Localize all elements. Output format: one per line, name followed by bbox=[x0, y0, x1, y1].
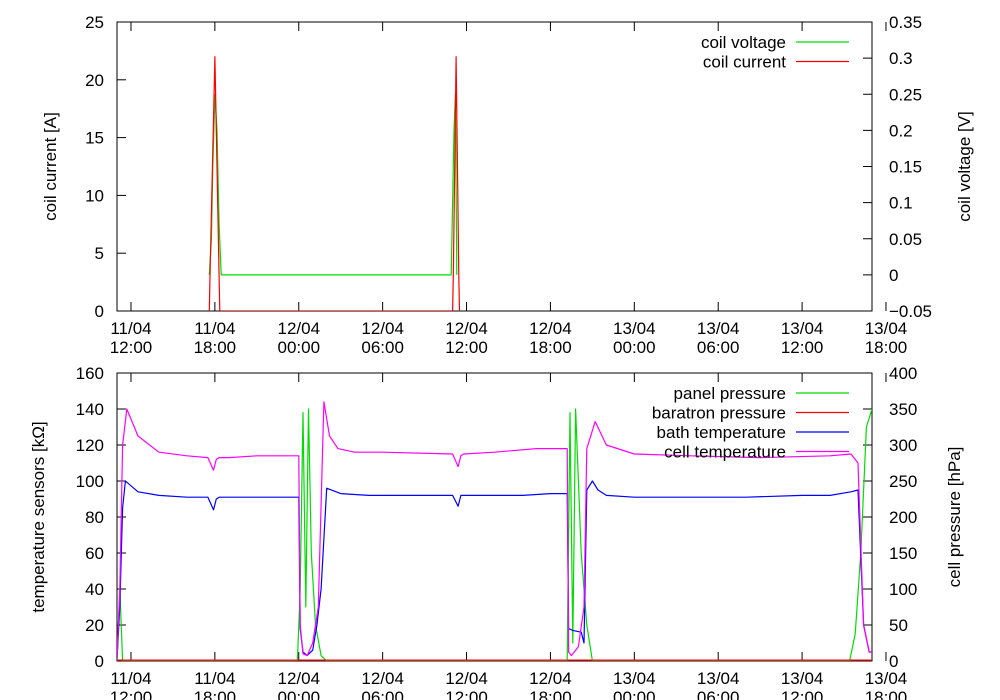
y-tick-label: 10 bbox=[85, 186, 104, 205]
y-axis-label: coil current [A] bbox=[41, 112, 60, 221]
series-line-bath-temperature bbox=[117, 480, 872, 660]
y2-tick-label: 400 bbox=[889, 364, 917, 383]
y-tick-label: 80 bbox=[85, 508, 104, 527]
y-tick-label: 20 bbox=[85, 616, 104, 635]
sensor-chart: 11/0412:0011/0418:0012/0400:0012/0406:00… bbox=[29, 364, 964, 700]
y2-tick-label: 0.15 bbox=[889, 158, 922, 177]
x-tick-label-time: 06:00 bbox=[697, 688, 740, 700]
y-tick-label: 140 bbox=[76, 400, 104, 419]
legend-label-bath-temperature: bath temperature bbox=[657, 423, 786, 442]
x-tick-label: 13/04 bbox=[865, 669, 908, 688]
legend-label-coil-voltage: coil voltage bbox=[701, 33, 786, 52]
x-tick-label: 13/04 bbox=[781, 669, 824, 688]
series-line-cell-temperature bbox=[117, 401, 872, 660]
y2-tick-label: 350 bbox=[889, 400, 917, 419]
x-tick-label: 13/04 bbox=[697, 319, 740, 338]
y2-tick-label: 0.35 bbox=[889, 13, 922, 32]
x-tick-label: 12/04 bbox=[445, 669, 488, 688]
x-tick-label-time: 00:00 bbox=[613, 338, 656, 357]
coil-chart: 11/0412:0011/0418:0012/0400:0012/0406:00… bbox=[41, 13, 974, 357]
y-tick-label: 20 bbox=[85, 71, 104, 90]
y2-tick-label: 0.25 bbox=[889, 85, 922, 104]
legend-label-panel-pressure: panel pressure bbox=[674, 384, 786, 403]
x-tick-label: 12/04 bbox=[277, 669, 320, 688]
y2-tick-label: 0.3 bbox=[889, 49, 913, 68]
y2-tick-label: 0.2 bbox=[889, 121, 913, 140]
x-tick-label-time: 18:00 bbox=[865, 688, 908, 700]
x-tick-label-time: 00:00 bbox=[277, 338, 320, 357]
y2-tick-label: 0.05 bbox=[889, 230, 922, 249]
x-tick-label: 11/04 bbox=[194, 669, 235, 688]
x-tick-label-time: 18:00 bbox=[194, 688, 237, 700]
y-axis-label: temperature sensors [kΩ] bbox=[29, 421, 48, 612]
x-tick-label-time: 12:00 bbox=[110, 688, 153, 700]
x-tick-label-time: 18:00 bbox=[865, 338, 908, 357]
x-tick-label-time: 00:00 bbox=[277, 688, 320, 700]
y-tick-label: 120 bbox=[76, 436, 104, 455]
y-tick-label: 100 bbox=[76, 472, 104, 491]
x-tick-label: 11/04 bbox=[110, 319, 151, 338]
y2-tick-label: 0 bbox=[889, 266, 898, 285]
x-tick-label: 13/04 bbox=[781, 319, 824, 338]
x-tick-label: 12/04 bbox=[445, 319, 488, 338]
x-tick-label-time: 18:00 bbox=[529, 338, 572, 357]
y2-tick-label: 50 bbox=[889, 616, 908, 635]
y-tick-label: 0 bbox=[95, 302, 104, 321]
x-tick-label-time: 06:00 bbox=[697, 338, 740, 357]
legend-label-cell-temperature: cell temperature bbox=[664, 443, 786, 462]
x-tick-label: 12/04 bbox=[361, 319, 404, 338]
x-tick-label-time: 12:00 bbox=[781, 688, 824, 700]
x-tick-label: 12/04 bbox=[529, 319, 572, 338]
x-tick-label: 11/04 bbox=[194, 319, 235, 338]
x-tick-label-time: 12:00 bbox=[781, 338, 824, 357]
y-tick-label: 5 bbox=[95, 244, 104, 263]
y2-tick-label: −0.05 bbox=[889, 302, 932, 321]
y2-tick-label: 0 bbox=[889, 652, 898, 671]
series-line-coil-voltage bbox=[208, 93, 458, 276]
x-tick-label-time: 12:00 bbox=[445, 338, 488, 357]
x-tick-label: 12/04 bbox=[361, 669, 404, 688]
x-tick-label: 12/04 bbox=[529, 669, 572, 688]
y2-tick-label: 300 bbox=[889, 436, 917, 455]
y2-axis-label: cell pressure [hPa] bbox=[945, 447, 964, 588]
x-tick-label-time: 12:00 bbox=[110, 338, 153, 357]
y-tick-label: 25 bbox=[85, 13, 104, 32]
y-tick-label: 40 bbox=[85, 580, 104, 599]
x-tick-label: 13/04 bbox=[613, 669, 656, 688]
series-line-coil-current bbox=[208, 56, 461, 311]
y2-axis-label: coil voltage [V] bbox=[955, 111, 974, 222]
y-tick-label: 160 bbox=[76, 364, 104, 383]
y-tick-label: 15 bbox=[85, 129, 104, 148]
x-tick-label: 13/04 bbox=[613, 319, 656, 338]
legend-label-baratron-pressure: baratron pressure bbox=[652, 404, 786, 423]
x-tick-label-time: 06:00 bbox=[361, 688, 404, 700]
x-tick-label-time: 06:00 bbox=[361, 338, 404, 357]
x-tick-label: 13/04 bbox=[697, 669, 740, 688]
y2-tick-label: 100 bbox=[889, 580, 917, 599]
y2-tick-label: 0.1 bbox=[889, 194, 913, 213]
y-tick-label: 0 bbox=[95, 652, 104, 671]
legend-label-coil-current: coil current bbox=[703, 53, 786, 72]
y-tick-label: 60 bbox=[85, 544, 104, 563]
x-tick-label-time: 18:00 bbox=[529, 688, 572, 700]
x-tick-label-time: 18:00 bbox=[194, 338, 237, 357]
x-tick-label: 12/04 bbox=[277, 319, 320, 338]
y2-tick-label: 150 bbox=[889, 544, 917, 563]
y2-tick-label: 250 bbox=[889, 472, 917, 491]
x-tick-label: 13/04 bbox=[865, 319, 908, 338]
x-tick-label-time: 12:00 bbox=[445, 688, 488, 700]
x-tick-label-time: 00:00 bbox=[613, 688, 656, 700]
y2-tick-label: 200 bbox=[889, 508, 917, 527]
x-tick-label: 11/04 bbox=[110, 669, 151, 688]
